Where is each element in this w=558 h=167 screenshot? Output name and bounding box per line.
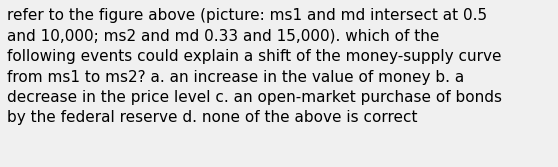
Text: refer to the figure above (picture: ms1 and md intersect at 0.5
and 10,000; ms2 : refer to the figure above (picture: ms1 … bbox=[7, 8, 502, 125]
